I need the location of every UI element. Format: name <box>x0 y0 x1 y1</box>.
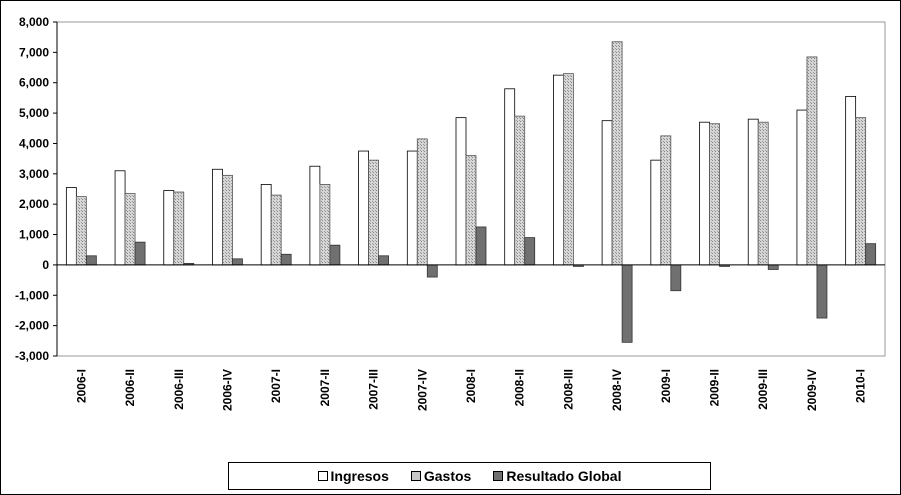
bar-resultado-global <box>426 264 438 278</box>
bar-gastos <box>124 193 136 266</box>
legend-label-resultado-global: Resultado Global <box>506 468 622 484</box>
x-tick-label: 2007-I <box>269 369 283 403</box>
bar-ingresos <box>699 121 710 266</box>
bar-resultado-global <box>329 244 341 266</box>
legend-item-gastos: Gastos <box>410 468 472 484</box>
x-tick-label: 2008-IV <box>610 369 624 411</box>
bar-resultado-global <box>85 255 97 266</box>
bar-resultado-global <box>378 255 389 266</box>
bar-gastos <box>465 155 477 266</box>
bar-ingresos <box>845 95 857 266</box>
bar-resultado-global <box>524 237 536 266</box>
bar-gastos <box>319 184 331 266</box>
legend-label-gastos: Gastos <box>423 468 472 484</box>
bar-gastos <box>416 138 428 266</box>
x-tick-label: 2009-I <box>659 369 673 403</box>
y-tick-label: -3,000 <box>15 349 49 363</box>
x-tick-label: 2010-I <box>854 369 868 403</box>
x-tick-label: 2009-III <box>756 369 770 410</box>
x-axis: 2006-I 2006-II 2006-III 2006-IV 2007-I 2007-I… <box>57 264 885 411</box>
x-tick-label: 2007-III <box>367 369 381 410</box>
y-tick-label: 2,000 <box>19 197 49 211</box>
bar-resultado-global <box>816 264 828 319</box>
bar-ingresos <box>114 170 126 266</box>
bar-ingresos <box>212 168 223 266</box>
y-tick-label: 1,000 <box>19 228 49 242</box>
legend-swatch-ingresos <box>317 471 328 481</box>
bar-gastos <box>611 41 623 266</box>
legend: Ingresos Gastos Resultado Global <box>228 462 711 490</box>
bar-ingresos <box>553 74 564 266</box>
y-tick-label: 5,000 <box>19 106 49 120</box>
bar-resultado-global <box>767 264 779 270</box>
bar-gastos <box>757 121 769 266</box>
bars-group <box>65 41 877 343</box>
bar-ingresos <box>358 150 369 266</box>
x-tick-label: 2006-I <box>74 369 88 403</box>
bar-resultado-global <box>134 241 146 266</box>
bar-ingresos <box>504 88 516 266</box>
y-tick-label: 3,000 <box>19 167 49 181</box>
x-tick-label: 2006-III <box>172 369 186 410</box>
x-tick-label: 2006-IV <box>220 369 234 411</box>
bar-gastos <box>806 56 818 266</box>
x-tick-label: 2008-II <box>513 369 527 406</box>
bar-ingresos <box>650 159 662 266</box>
x-tick-label: 2008-III <box>561 369 575 410</box>
y-tick-label: 4,000 <box>19 136 49 150</box>
y-tick-label: -1,000 <box>15 288 49 302</box>
legend-item-ingresos: Ingresos <box>317 468 389 484</box>
y-tick-label: 8,000 <box>19 15 49 29</box>
x-tick-label: 2006-II <box>123 369 137 406</box>
bar-ingresos <box>260 184 272 266</box>
y-tick-label: 7,000 <box>19 45 49 59</box>
bar-ingresos <box>65 187 77 266</box>
x-tick-label: 2008-I <box>464 369 478 403</box>
bar-gastos <box>709 123 720 266</box>
y-tick-label: -2,000 <box>15 319 49 333</box>
bar-ingresos <box>601 120 613 266</box>
bar-gastos <box>173 191 185 266</box>
bar-gastos <box>660 135 672 266</box>
bar-gastos <box>855 117 867 266</box>
bar-resultado-global <box>475 226 487 266</box>
bar-ingresos <box>455 117 467 266</box>
bar-ingresos <box>163 190 175 266</box>
bar-gastos <box>75 196 87 266</box>
bar-gastos <box>368 159 379 266</box>
legend-swatch-gastos <box>410 471 421 481</box>
y-axis: 8,000 7,000 6,000 5,000 4,000 3,000 2,000 1,000… <box>15 15 58 363</box>
legend-label-ingresos: Ingresos <box>330 468 389 484</box>
x-tick-label: 2009-II <box>708 369 722 406</box>
bar-gastos <box>514 115 526 266</box>
bar-resultado-global <box>621 264 633 343</box>
bar-ingresos <box>406 150 418 266</box>
bar-resultado-global <box>865 243 877 266</box>
bar-resultado-global <box>280 253 292 266</box>
bar-ingresos <box>747 118 759 266</box>
legend-swatch-resultado-global <box>493 471 504 481</box>
bar-gastos <box>270 194 282 266</box>
y-tick-label: 6,000 <box>19 76 49 90</box>
x-tick-label: 2007-IV <box>415 369 429 411</box>
bar-resultado-global <box>232 258 243 266</box>
legend-item-resultado-global: Resultado Global <box>493 468 621 484</box>
y-tick-label: 0 <box>42 258 49 272</box>
bar-chart: 8,000 7,000 6,000 5,000 4,000 3,000 2,000 1,000… <box>15 15 886 411</box>
bar-resultado-global <box>670 264 682 292</box>
x-tick-label: 2007-II <box>318 369 332 406</box>
bar-gastos <box>222 174 233 266</box>
bar-gastos <box>563 73 574 266</box>
bar-ingresos <box>796 109 808 266</box>
bar-ingresos <box>309 165 321 266</box>
x-tick-label: 2009-IV <box>805 369 819 411</box>
